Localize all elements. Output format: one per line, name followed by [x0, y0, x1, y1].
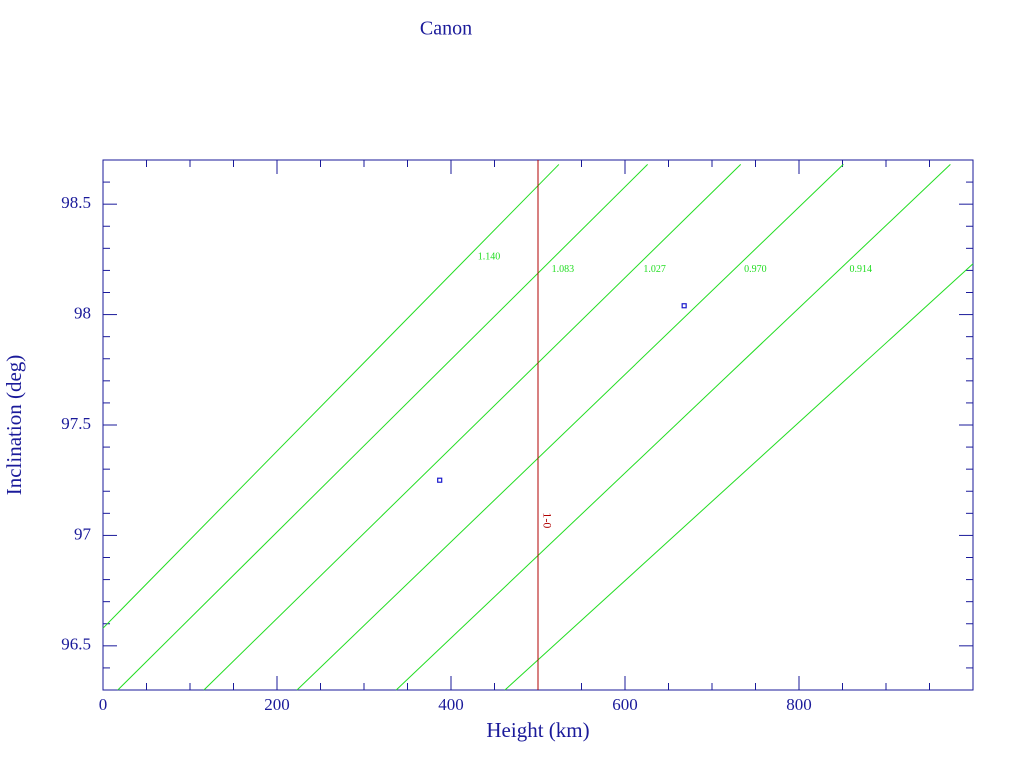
y-tick-label: 97.5 — [61, 414, 91, 433]
x-axis-label: Height (km) — [486, 718, 589, 742]
y-tick-label: 98 — [74, 303, 91, 322]
line — [203, 164, 742, 691]
line-label: 0.970 — [744, 264, 767, 275]
line-label: 1.083 — [552, 264, 575, 275]
line-label: 1.027 — [643, 264, 666, 275]
line-label: 1.140 — [478, 251, 501, 262]
line — [296, 164, 844, 691]
y-tick-label: 96.5 — [61, 635, 91, 654]
point — [437, 477, 443, 483]
point — [681, 303, 687, 309]
x-tick-label: 600 — [612, 695, 638, 714]
x-tick-label: 400 — [438, 695, 464, 714]
chart-title: Canon — [420, 18, 472, 40]
line — [102, 164, 560, 629]
line-label: 0.914 — [850, 264, 873, 275]
x-tick-label: 0 — [99, 695, 108, 714]
y-tick-label: 98.5 — [61, 193, 91, 212]
line — [117, 164, 648, 691]
x-tick-label: 800 — [786, 695, 812, 714]
y-axis-label: Inclination (deg) — [2, 355, 26, 496]
y-tick-label: 97 — [74, 524, 92, 543]
line — [504, 263, 974, 691]
x-tick-label: 200 — [264, 695, 290, 714]
line — [395, 164, 951, 691]
line-label: 1-0 — [540, 512, 554, 528]
